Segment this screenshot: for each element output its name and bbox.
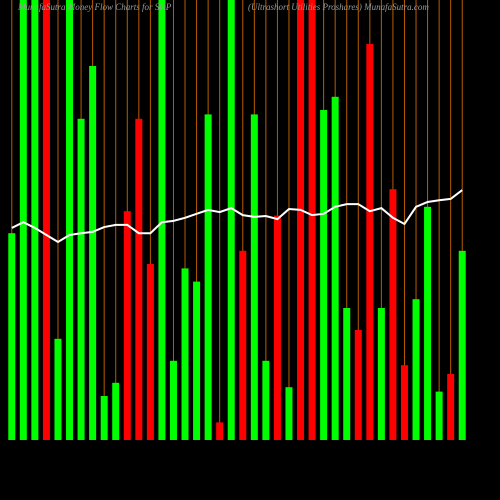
bar [216,422,224,440]
bar [343,308,351,440]
chart-title: MunafaSutra Money Flow Charts for SDP [17,2,172,12]
bar [8,233,16,440]
bar [273,215,281,440]
bar [77,118,85,441]
bar [100,396,108,440]
bar [308,0,316,440]
bar [239,250,247,440]
bar [89,66,97,440]
bar [158,0,166,440]
bar [400,365,408,440]
bar [331,96,339,441]
bar [54,338,62,440]
bar [297,0,305,440]
bar [42,0,50,440]
bar [389,189,397,440]
bar [320,110,328,440]
line [11,189,463,244]
bar [262,360,270,440]
bar [435,391,443,440]
bar [193,281,201,440]
bar [377,308,385,440]
bar [285,387,293,440]
bar [66,0,74,440]
bar [169,360,177,440]
bar [146,264,154,440]
bar [227,0,235,440]
bar [31,0,39,440]
bar [135,118,143,441]
bar [424,206,432,440]
bar [181,268,189,440]
bar [112,382,120,440]
bar [458,250,466,440]
bar [204,114,212,441]
bar [412,299,420,440]
bar [366,44,374,440]
bar [354,330,362,440]
bar [250,114,258,441]
bar [447,374,455,440]
bar [123,211,131,440]
bar [19,0,27,440]
chart-subtitle: (Ultrashort Utilities Proshares) MunafaS… [248,2,429,12]
